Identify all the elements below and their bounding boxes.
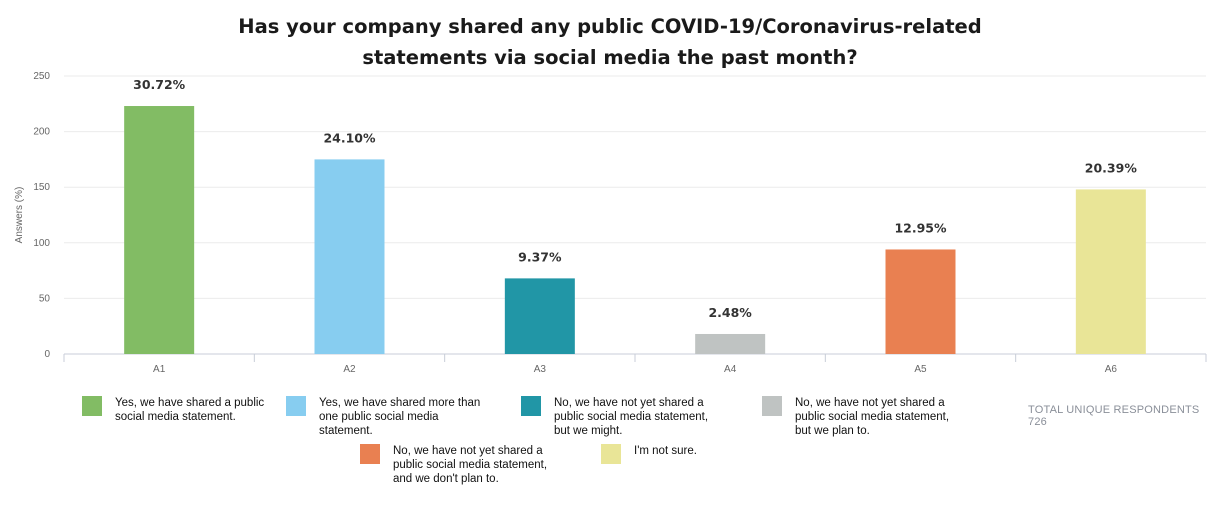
bar-a2[interactable] — [314, 159, 385, 354]
x-tick-label: A3 — [534, 364, 547, 375]
legend-item[interactable]: Yes, we have shared a public social medi… — [82, 396, 282, 424]
legend-label: No, we have not yet shared a public soci… — [554, 397, 709, 437]
y-tick-label: 250 — [33, 71, 50, 82]
total-respondents: TOTAL UNIQUE RESPONDENTS 726 — [1028, 404, 1216, 428]
bar-a5[interactable] — [885, 249, 956, 354]
legend-swatch — [601, 444, 621, 464]
legend-swatch — [82, 396, 102, 416]
x-tick-label: A5 — [914, 364, 927, 375]
data-label: 24.10% — [323, 130, 376, 145]
legend-swatch — [762, 396, 782, 416]
legend-item[interactable]: No, we have not yet shared a public soci… — [521, 396, 721, 438]
y-tick-label: 200 — [33, 127, 50, 138]
y-tick-label: 150 — [33, 182, 50, 193]
legend-item[interactable]: I'm not sure. — [601, 444, 801, 464]
data-label: 12.95% — [894, 220, 947, 235]
legend-swatch — [286, 396, 306, 416]
data-label: 30.72% — [133, 77, 186, 92]
bar-a3[interactable] — [504, 278, 575, 354]
legend-item[interactable]: No, we have not yet shared a public soci… — [360, 444, 560, 486]
legend-item[interactable]: Yes, we have shared more than one public… — [286, 396, 491, 438]
chart-title-line-1: Has your company shared any public COVID… — [238, 15, 982, 38]
x-tick-label: A6 — [1105, 364, 1118, 375]
legend-label: Yes, we have shared a public social medi… — [115, 397, 265, 423]
legend-label: I'm not sure. — [634, 445, 697, 457]
bar-a6[interactable] — [1075, 189, 1146, 354]
chart-title-line-2: statements via social media the past mon… — [362, 46, 857, 69]
y-tick-label: 50 — [39, 293, 51, 304]
y-axis-label: Answers (%) — [14, 187, 25, 244]
data-label: 2.48% — [708, 305, 752, 320]
legend-label: No, we have not yet shared a public soci… — [393, 445, 548, 485]
legend-item[interactable]: No, we have not yet shared a public soci… — [762, 396, 962, 438]
bar-chart: Has your company shared any public COVID… — [14, 15, 1207, 375]
x-tick-label: A4 — [724, 364, 737, 375]
legend-swatch — [360, 444, 380, 464]
legend-label: Yes, we have shared more than one public… — [319, 397, 481, 437]
total-respondents-label: TOTAL UNIQUE RESPONDENTS — [1028, 404, 1200, 416]
y-tick-label: 0 — [44, 349, 50, 360]
data-label: 9.37% — [518, 249, 562, 264]
y-tick-label: 100 — [33, 238, 50, 249]
bar-a4[interactable] — [695, 333, 766, 354]
legend-swatch — [521, 396, 541, 416]
x-tick-label: A1 — [153, 364, 166, 375]
bar-a1[interactable] — [124, 106, 195, 354]
data-label: 20.39% — [1085, 160, 1138, 175]
total-respondents-value: 726 — [1028, 416, 1047, 428]
x-tick-label: A2 — [343, 364, 356, 375]
legend-label: No, we have not yet shared a public soci… — [795, 397, 950, 437]
